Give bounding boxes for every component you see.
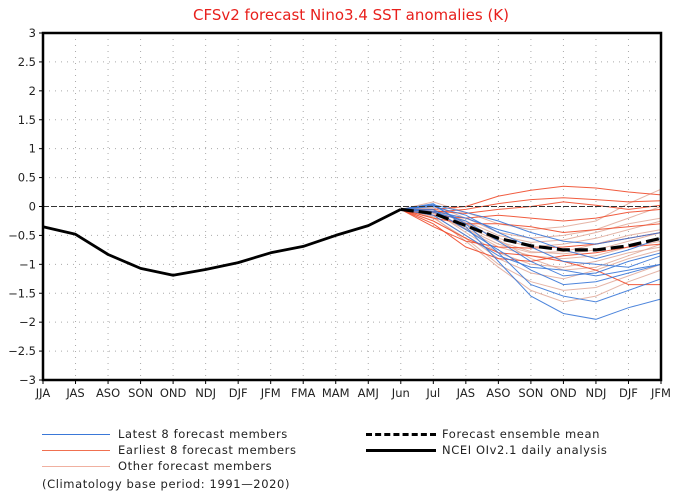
x-tick-label: ASO — [96, 386, 120, 400]
x-tick-label: DJF — [229, 386, 248, 400]
latest-member-line — [400, 204, 662, 303]
legend-entry-observed: NCEI OIv2.1 daily analysis — [366, 443, 608, 457]
y-tick-label: −2 — [19, 315, 36, 329]
other-member-line — [400, 208, 662, 303]
y-tick-label: −1.5 — [8, 286, 36, 300]
latest-member-line — [400, 208, 662, 277]
x-tick-label: Jul — [425, 386, 440, 400]
x-tick-label: MAM — [322, 386, 350, 400]
legend-label-latest: Latest 8 forecast members — [118, 427, 288, 441]
observed-group — [42, 208, 402, 277]
y-axis: 3 2.5 2 1.5 1 0.5 0 −0.5 −1 −1.5 −2 −2.5 −3 — [8, 26, 43, 387]
legend-swatch-latest — [42, 434, 110, 435]
legend-entry-earliest: Earliest 8 forecast members — [42, 443, 297, 457]
climatology-note: (Climatology base period: 1991—2020) — [42, 477, 291, 491]
x-tick-label: OND — [550, 386, 577, 400]
y-tick-label: 2 — [29, 84, 36, 98]
legend-swatch-other — [42, 466, 110, 467]
y-tick-label: −3 — [19, 373, 36, 387]
x-axis: JJA JAS ASO SON OND NDJ DJF JFM FMA MAM AMJ Jun Jul J… — [35, 380, 671, 400]
y-tick-label: 0.5 — [18, 171, 36, 185]
x-tick-label: FMA — [291, 386, 316, 400]
chart-title: CFSv2 forecast Nino3.4 SST anomalies (K) — [193, 6, 509, 24]
earliest-member-line — [400, 208, 661, 286]
legend-entry-latest: Latest 8 forecast members — [42, 427, 288, 441]
x-tick-label: SON — [518, 386, 543, 400]
observed-line — [42, 208, 402, 277]
x-tick-label: AMJ — [358, 386, 379, 400]
legend-swatch-mean — [366, 433, 436, 436]
x-tick-label: JFM — [260, 386, 281, 400]
legend-swatch-observed — [366, 449, 436, 452]
grid — [43, 33, 661, 380]
earliest-member-line — [400, 208, 662, 234]
legend-label-observed: NCEI OIv2.1 daily analysis — [442, 443, 608, 457]
x-tick-label: JJA — [35, 386, 51, 400]
x-tick-label: NDJ — [586, 386, 607, 400]
x-tick-label: Jun — [391, 386, 410, 400]
y-tick-label: −1 — [19, 257, 36, 271]
y-tick-label: 1.5 — [18, 113, 36, 127]
legend-entry-other: Other forecast members — [42, 459, 272, 473]
legend-label-earliest: Earliest 8 forecast members — [118, 443, 297, 457]
ensemble-mean-group — [400, 207, 662, 252]
y-tick-label: −0.5 — [8, 228, 36, 242]
earliest-member-line — [400, 185, 662, 210]
x-tick-label: JFM — [650, 386, 671, 400]
x-tick-label: JAS — [456, 386, 475, 400]
y-tick-label: 3 — [29, 26, 36, 40]
y-tick-label: 0 — [29, 200, 36, 214]
latest-member-line — [400, 208, 662, 260]
legend-label-other: Other forecast members — [118, 459, 273, 473]
x-tick-label: SON — [128, 386, 153, 400]
legend-label-mean: Forecast ensemble mean — [442, 427, 600, 441]
x-tick-label: JAS — [65, 386, 84, 400]
latest-member-line — [400, 204, 662, 245]
other-member-line — [400, 207, 662, 271]
latest-member-line — [400, 208, 662, 277]
x-tick-label: DJF — [619, 386, 638, 400]
ensemble-mean-line — [400, 207, 662, 252]
y-tick-label: 1 — [29, 142, 36, 156]
legend-swatch-earliest — [42, 450, 110, 451]
y-tick-label: 2.5 — [18, 55, 36, 69]
y-tick-label: −2.5 — [8, 344, 36, 358]
legend-entry-mean: Forecast ensemble mean — [366, 427, 600, 441]
x-tick-label: OND — [160, 386, 187, 400]
other-member-line — [400, 188, 662, 231]
x-tick-label: NDJ — [195, 386, 216, 400]
x-tick-label: ASO — [486, 386, 510, 400]
